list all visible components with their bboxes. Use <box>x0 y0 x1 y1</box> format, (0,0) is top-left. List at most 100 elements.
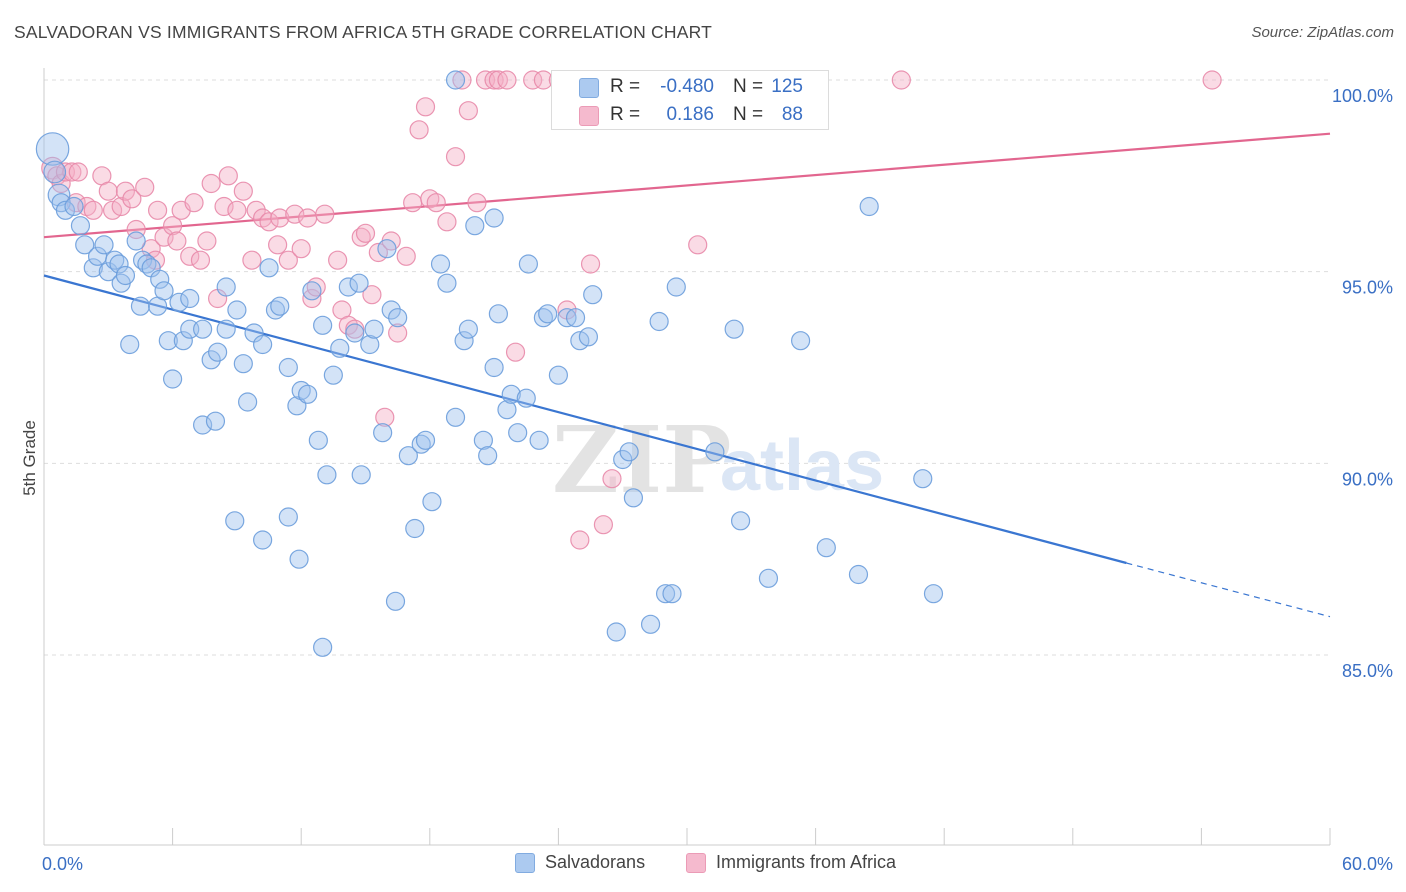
point-africa <box>227 200 247 220</box>
point-salvadorans <box>655 584 676 604</box>
point-africa <box>218 166 238 186</box>
y-tick-label: 90.0% <box>1342 469 1393 489</box>
point-salvadorans <box>497 400 517 420</box>
data-points <box>35 70 1222 657</box>
legend-swatch-pink <box>686 852 706 873</box>
point-africa <box>426 193 446 213</box>
point-salvadorans <box>43 160 67 184</box>
point-africa <box>362 285 382 305</box>
point-salvadorans <box>465 216 485 236</box>
point-salvadorans <box>253 334 273 355</box>
point-salvadorans <box>758 568 779 588</box>
point-salvadorans <box>662 584 682 604</box>
trend-line-salvadorans-extrapolated <box>1126 562 1331 618</box>
source-label: Source: ZipAtlas.com <box>1251 24 1394 41</box>
point-salvadorans <box>705 442 725 462</box>
point-salvadorans <box>478 446 498 466</box>
point-salvadorans <box>330 338 350 358</box>
point-salvadorans <box>373 423 393 443</box>
point-africa <box>233 181 253 201</box>
point-africa <box>1202 70 1222 90</box>
legend-item-salvadorans[interactable]: Salvadorans <box>515 852 645 873</box>
point-salvadorans <box>790 331 811 351</box>
n-value: 125 <box>771 76 803 97</box>
point-salvadorans <box>349 273 369 293</box>
point-salvadorans <box>415 430 436 450</box>
point-salvadorans <box>109 254 129 274</box>
point-salvadorans <box>848 564 869 585</box>
point-salvadorans <box>345 323 365 343</box>
point-africa <box>135 177 155 197</box>
point-salvadorans <box>458 319 478 339</box>
point-africa <box>437 212 457 232</box>
n-value: 88 <box>781 104 803 125</box>
point-salvadorans <box>75 235 95 255</box>
point-africa <box>580 254 601 274</box>
point-salvadorans <box>308 430 328 450</box>
point-salvadorans <box>619 442 639 462</box>
point-africa <box>467 193 487 213</box>
point-salvadorans <box>666 277 686 297</box>
point-africa <box>184 193 204 213</box>
point-africa <box>180 246 200 266</box>
point-salvadorans <box>377 239 397 259</box>
point-africa <box>278 250 298 270</box>
point-salvadorans <box>120 334 140 355</box>
point-salvadorans <box>445 407 466 427</box>
point-salvadorans <box>405 518 425 539</box>
point-salvadorans <box>253 530 273 550</box>
point-salvadorans <box>360 334 380 355</box>
point-salvadorans <box>163 369 183 389</box>
point-salvadorans <box>130 296 151 316</box>
point-africa <box>268 235 288 255</box>
point-africa <box>328 250 348 270</box>
point-salvadorans <box>923 584 944 604</box>
trend-line-africa <box>43 132 1331 239</box>
n-label: N = <box>733 104 764 125</box>
point-africa <box>497 70 517 90</box>
point-salvadorans <box>437 273 457 293</box>
point-salvadorans <box>730 511 751 531</box>
point-africa <box>242 250 262 270</box>
r-value: -0.480 <box>660 76 714 97</box>
stats-swatch-pink <box>579 106 599 126</box>
point-africa <box>403 193 423 213</box>
r-label: R = <box>610 104 641 125</box>
point-africa <box>375 407 395 427</box>
point-africa <box>523 70 543 90</box>
point-africa <box>409 120 429 140</box>
point-salvadorans <box>859 196 879 217</box>
point-salvadorans <box>201 350 221 370</box>
point-africa <box>163 216 183 236</box>
point-africa <box>415 97 436 117</box>
point-africa <box>68 162 88 182</box>
point-salvadorans <box>302 281 322 301</box>
y-axis-title: 5th Grade <box>20 420 39 496</box>
point-salvadorans <box>323 365 343 385</box>
point-salvadorans <box>64 196 84 217</box>
point-salvadorans <box>484 357 504 378</box>
point-salvadorans <box>115 265 136 286</box>
trend-line-salvadorans <box>43 274 1127 565</box>
point-africa <box>458 101 478 121</box>
point-salvadorans <box>548 365 569 385</box>
legend-swatch-blue <box>515 852 535 873</box>
point-salvadorans <box>180 288 200 309</box>
point-salvadorans <box>238 392 258 412</box>
point-salvadorans <box>516 388 536 408</box>
x-tick-label: 60.0% <box>1342 854 1393 874</box>
point-salvadorans <box>193 415 213 435</box>
point-africa <box>122 189 142 209</box>
point-salvadorans <box>473 430 493 450</box>
point-africa <box>452 70 472 90</box>
point-salvadorans <box>518 254 538 274</box>
legend-item-africa[interactable]: Immigrants from Africa <box>686 852 896 873</box>
point-africa <box>167 231 187 251</box>
point-salvadorans <box>385 591 406 611</box>
point-salvadorans <box>583 285 603 305</box>
point-salvadorans <box>317 465 337 485</box>
point-salvadorans <box>278 357 298 378</box>
point-africa <box>505 342 526 362</box>
point-africa <box>291 239 311 259</box>
point-salvadorans <box>193 319 213 339</box>
